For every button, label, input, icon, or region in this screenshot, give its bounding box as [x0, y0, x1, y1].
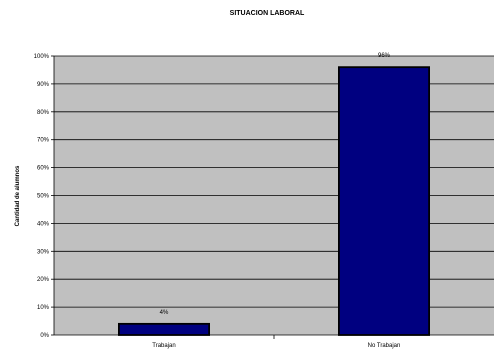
chart-title: SITUACION LABORAL	[230, 10, 305, 17]
y-tick-label: 20%	[37, 277, 50, 283]
x-tick-label: Trabajan	[152, 343, 175, 349]
bar	[337, 66, 430, 336]
y-tick-label: 40%	[37, 221, 50, 227]
y-tick-label: 60%	[37, 166, 50, 172]
data-label: 4%	[160, 310, 169, 316]
x-tick-label: No Trabajan	[368, 343, 401, 349]
data-labels: 4% 96%	[160, 53, 391, 316]
bars	[118, 66, 430, 336]
y-tick-label: 50%	[37, 194, 50, 200]
data-label: 96%	[378, 53, 391, 59]
bar	[118, 322, 210, 336]
x-axis-ticks: Trabajan No Trabajan	[152, 343, 400, 349]
y-tick-label: 90%	[37, 82, 50, 88]
y-axis-ticks: 0% 10% 20% 30% 40% 50% 60% 70% 80% 90% 100%	[34, 54, 54, 339]
y-tick-label: 10%	[37, 305, 50, 311]
y-tick-label: 30%	[37, 249, 50, 255]
y-tick-label: 0%	[40, 333, 49, 339]
y-tick-label: 100%	[34, 54, 50, 60]
y-axis-label: Cantidad de alumnos	[15, 165, 21, 226]
y-tick-label: 80%	[37, 110, 50, 116]
y-tick-label: 70%	[37, 138, 50, 144]
